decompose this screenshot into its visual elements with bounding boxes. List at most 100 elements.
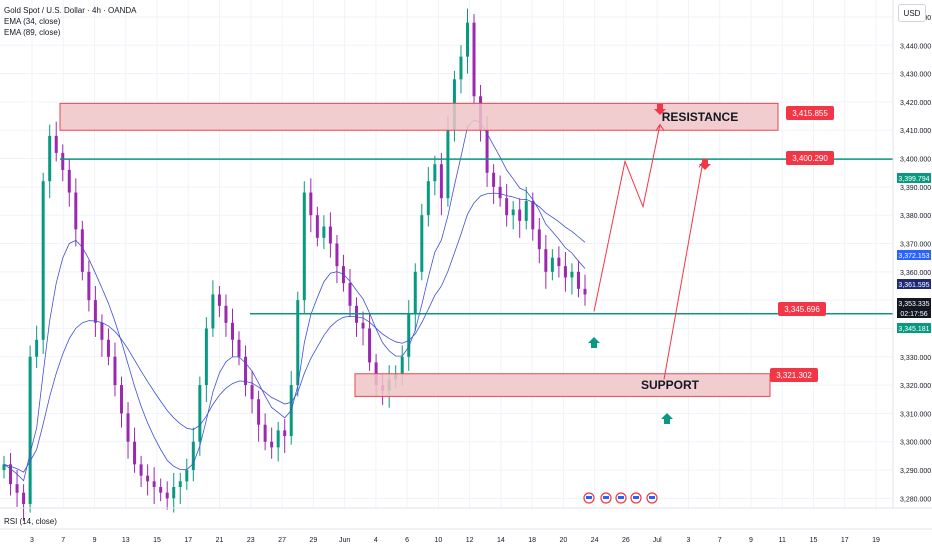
ema-89-label[interactable]: EMA (89, close) <box>4 28 61 37</box>
currency-button[interactable]: USD <box>898 4 926 22</box>
candle-body[interactable] <box>583 288 587 295</box>
candle-body[interactable] <box>74 192 78 230</box>
candle-body[interactable] <box>257 399 261 425</box>
axis-price-tag[interactable] <box>897 250 931 260</box>
candle-body[interactable] <box>505 198 509 216</box>
candle-body[interactable] <box>368 328 372 363</box>
candle-body[interactable] <box>250 385 254 400</box>
candle-body[interactable] <box>524 201 528 221</box>
axis-price-tag[interactable] <box>897 279 931 289</box>
candle-body[interactable] <box>492 172 496 187</box>
candle-body[interactable] <box>518 209 522 221</box>
candle-body[interactable] <box>439 164 443 199</box>
candle-body[interactable] <box>570 271 574 278</box>
candle-body[interactable] <box>9 464 13 485</box>
candle-body[interactable] <box>198 385 202 442</box>
price-callout-tag[interactable] <box>786 106 834 120</box>
candle-body[interactable] <box>400 356 404 374</box>
candle-body[interactable] <box>557 257 561 267</box>
candle-body[interactable] <box>217 294 221 306</box>
candle-body[interactable] <box>550 257 554 272</box>
candle-body[interactable] <box>93 300 97 323</box>
candle-body[interactable] <box>511 209 515 216</box>
candle-body[interactable] <box>426 181 430 216</box>
candle-body[interactable] <box>146 475 150 482</box>
candle-body[interactable] <box>335 243 339 267</box>
symbol-title[interactable]: Gold Spot / U.S. Dollar · 4h · OANDA <box>4 6 137 15</box>
candle-body[interactable] <box>302 192 306 301</box>
candle-body[interactable] <box>126 413 130 442</box>
candle-body[interactable] <box>459 56 463 80</box>
candle-body[interactable] <box>544 249 548 272</box>
candle-body[interactable] <box>106 339 110 357</box>
candle-body[interactable] <box>472 22 476 97</box>
candle-body[interactable] <box>309 192 313 216</box>
candle-body[interactable] <box>28 356 32 504</box>
candle-body[interactable] <box>139 464 143 476</box>
candle-body[interactable] <box>87 271 91 301</box>
candle-body[interactable] <box>61 152 65 170</box>
candle-body[interactable] <box>54 135 58 153</box>
candle-body[interactable] <box>296 300 300 386</box>
candle-body[interactable] <box>407 314 411 357</box>
candle-body[interactable] <box>263 424 267 442</box>
candle-body[interactable] <box>420 215 424 272</box>
candle-body[interactable] <box>204 328 208 386</box>
candle-body[interactable] <box>576 271 580 289</box>
candle-body[interactable] <box>191 441 195 471</box>
candle-body[interactable] <box>465 22 469 57</box>
candle-body[interactable] <box>178 481 182 488</box>
candle-body[interactable] <box>531 201 535 230</box>
candle-body[interactable] <box>211 294 215 329</box>
candle-body[interactable] <box>237 339 241 357</box>
candle-body[interactable] <box>498 186 502 199</box>
candle-body[interactable] <box>48 135 52 182</box>
candle-body[interactable] <box>165 492 169 499</box>
candle-body[interactable] <box>159 487 163 493</box>
candle-body[interactable] <box>348 283 352 306</box>
candle-body[interactable] <box>276 430 280 448</box>
price-callout-tag[interactable] <box>770 368 818 382</box>
candle-body[interactable] <box>328 226 332 244</box>
candle-body[interactable] <box>413 271 417 315</box>
candle-body[interactable] <box>537 229 541 250</box>
candle-body[interactable] <box>230 322 234 340</box>
candle-body[interactable] <box>41 181 45 340</box>
candle-body[interactable] <box>270 441 274 448</box>
price-axis[interactable] <box>893 0 932 550</box>
candle-body[interactable] <box>322 226 326 238</box>
candle-body[interactable] <box>67 169 71 193</box>
candle-body[interactable] <box>224 305 228 323</box>
candle-body[interactable] <box>35 339 39 357</box>
candle-body[interactable] <box>172 487 176 499</box>
candle-body[interactable] <box>80 229 84 272</box>
axis-price-tag[interactable] <box>897 298 931 308</box>
support-zone[interactable] <box>354 373 771 397</box>
candle-body[interactable] <box>185 470 189 482</box>
axis-price-tag[interactable] <box>897 173 931 183</box>
candle-body[interactable] <box>361 322 365 329</box>
candle-body[interactable] <box>315 215 319 238</box>
price-callout-tag[interactable] <box>778 302 826 316</box>
candle-body[interactable] <box>485 130 489 173</box>
candle-body[interactable] <box>152 481 156 488</box>
rsi-pane-label[interactable]: RSI (14, close) <box>4 517 57 526</box>
candle-body[interactable] <box>22 492 26 504</box>
candle-body[interactable] <box>244 356 248 386</box>
candle-body[interactable] <box>433 164 437 182</box>
candle-body[interactable] <box>133 441 137 465</box>
candle-body[interactable] <box>446 130 450 199</box>
candle-body[interactable] <box>2 464 6 471</box>
candle-body[interactable] <box>563 266 567 278</box>
candle-body[interactable] <box>283 430 287 437</box>
axis-price-tag[interactable] <box>897 323 931 333</box>
candle-body[interactable] <box>120 385 124 414</box>
candle-body[interactable] <box>100 322 104 340</box>
axis-price-tag[interactable] <box>897 308 931 318</box>
ema-34-label[interactable]: EMA (34, close) <box>4 17 61 26</box>
candle-body[interactable] <box>113 356 117 386</box>
price-callout-tag[interactable] <box>786 151 834 165</box>
candle-body[interactable] <box>15 484 19 493</box>
